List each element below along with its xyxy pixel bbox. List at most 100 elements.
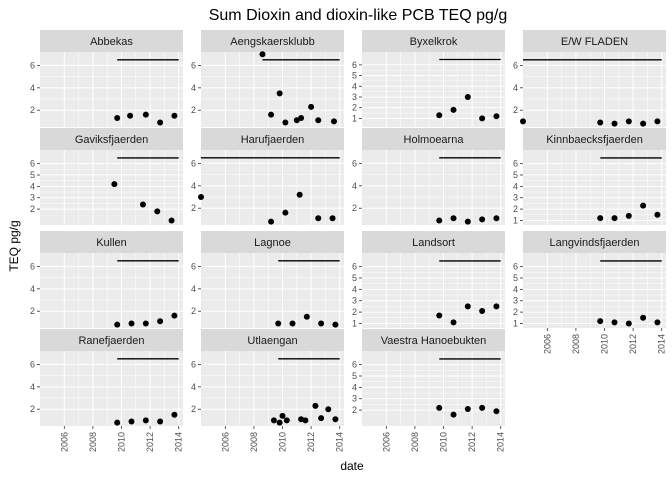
data-point: [283, 417, 290, 424]
y-tick-label: 2: [352, 203, 357, 213]
data-point: [464, 303, 471, 310]
data-point: [611, 120, 618, 127]
y-tick-label: 4: [352, 181, 357, 191]
y-tick-label: 4: [352, 382, 357, 392]
data-point: [625, 118, 632, 125]
facet-strip: [40, 30, 183, 52]
y-tick-label: 6: [30, 159, 35, 169]
data-point: [436, 404, 443, 411]
y-tick-label: 3: [352, 296, 357, 306]
x-tick-label: 2012: [145, 432, 155, 452]
data-point: [279, 412, 286, 419]
y-tick-label: 2: [191, 404, 196, 414]
y-tick-label: 1: [513, 215, 518, 225]
y-tick-label: 2: [191, 306, 196, 316]
facet-panel: Harufjaerden 2 4 6: [191, 128, 344, 225]
y-tick-label: 6: [191, 359, 196, 369]
y-tick-label: 4: [352, 284, 357, 294]
panel-background: [201, 150, 344, 225]
facet-panel: Aengskaersklubb 2 4 6: [191, 30, 344, 127]
facet-panel: Landsort 123 456: [352, 231, 505, 328]
y-tick-label: 2: [513, 307, 518, 317]
y-tick-label: 3: [352, 394, 357, 404]
data-point: [157, 119, 164, 126]
data-point: [611, 319, 618, 326]
panel-background: [362, 150, 505, 225]
panel-background: [40, 351, 183, 426]
y-tick-label: 6: [513, 262, 518, 272]
y-tick-label: 5: [513, 273, 518, 283]
y-tick-label: 2: [352, 307, 357, 317]
data-point: [157, 318, 164, 325]
data-point: [312, 402, 319, 409]
data-point: [479, 307, 486, 314]
data-point: [114, 115, 121, 122]
facet-strip: [201, 30, 344, 52]
data-point: [128, 320, 135, 327]
y-tick-label: 3: [513, 296, 518, 306]
facet-strip: [362, 30, 505, 52]
data-point: [289, 320, 296, 327]
x-tick-label: 2012: [306, 432, 316, 452]
data-point: [450, 215, 457, 222]
y-tick-label: 6: [352, 158, 357, 168]
y-tick-label: 5: [352, 273, 357, 283]
y-tick-label: 1: [352, 318, 357, 328]
facet-strip-label: Kinnbaecksfjaerden: [546, 134, 643, 146]
data-point: [493, 113, 500, 120]
data-point: [597, 318, 604, 325]
y-tick-label: 4: [30, 83, 35, 93]
data-point: [640, 120, 647, 127]
x-tick-label: 2012: [467, 432, 477, 452]
facet-strip-label: Ranefjaerden: [78, 335, 144, 347]
y-tick-label: 4: [30, 382, 35, 392]
data-point: [114, 321, 121, 328]
data-point: [330, 118, 337, 125]
data-point: [493, 215, 500, 222]
data-point: [171, 411, 178, 418]
data-point: [654, 118, 661, 125]
y-tick-label: 6: [352, 262, 357, 272]
y-tick-label: 2: [352, 103, 357, 113]
data-point: [625, 320, 632, 327]
y-tick-label: 3: [352, 92, 357, 102]
facet-panel: Holmoearna 2 4 6: [352, 128, 505, 225]
panel-background: [40, 150, 183, 225]
x-axis-label: date: [340, 459, 364, 473]
panel-background: [201, 351, 344, 426]
facet-strip-label: Byxelkrok: [410, 36, 458, 48]
x-tick-label: 2008: [88, 432, 98, 452]
facet-strip-label: Lagnoe: [254, 237, 291, 249]
facet-panels: Abbekas246Aengskaersklubb246Byxelkrok123…: [30, 30, 667, 452]
data-point: [597, 215, 604, 222]
x-tick-label: 2008: [249, 432, 259, 452]
y-tick-label: 4: [352, 81, 357, 91]
data-point: [298, 115, 305, 122]
x-tick-label: 2006: [220, 432, 230, 452]
data-point: [450, 106, 457, 113]
data-point: [171, 312, 178, 319]
data-point: [282, 209, 289, 216]
data-point: [168, 217, 175, 224]
facet-strip-label: Langvindsfjaerden: [550, 237, 640, 249]
data-point: [493, 408, 500, 415]
facet-strip: [523, 30, 666, 52]
y-tick-label: 5: [513, 170, 518, 180]
y-tick-label: 4: [191, 83, 196, 93]
y-tick-label: 2: [30, 105, 35, 115]
panel-background: [40, 52, 183, 127]
data-point: [198, 194, 204, 201]
data-point: [127, 112, 134, 119]
y-tick-label: 1: [352, 113, 357, 123]
facet-strip-label: Utlaengan: [247, 335, 297, 347]
x-tick-label: 2012: [628, 334, 638, 354]
y-tick-label: 5: [352, 71, 357, 81]
facet-strip: [362, 329, 505, 351]
x-tick-label: 2014: [496, 432, 506, 452]
panel-background: [362, 52, 505, 127]
facet-strip-label: Harufjaerden: [241, 134, 305, 146]
data-point: [142, 417, 149, 424]
chart-title: Sum Dioxin and dioxin-like PCB TEQ pg/g: [209, 7, 508, 24]
